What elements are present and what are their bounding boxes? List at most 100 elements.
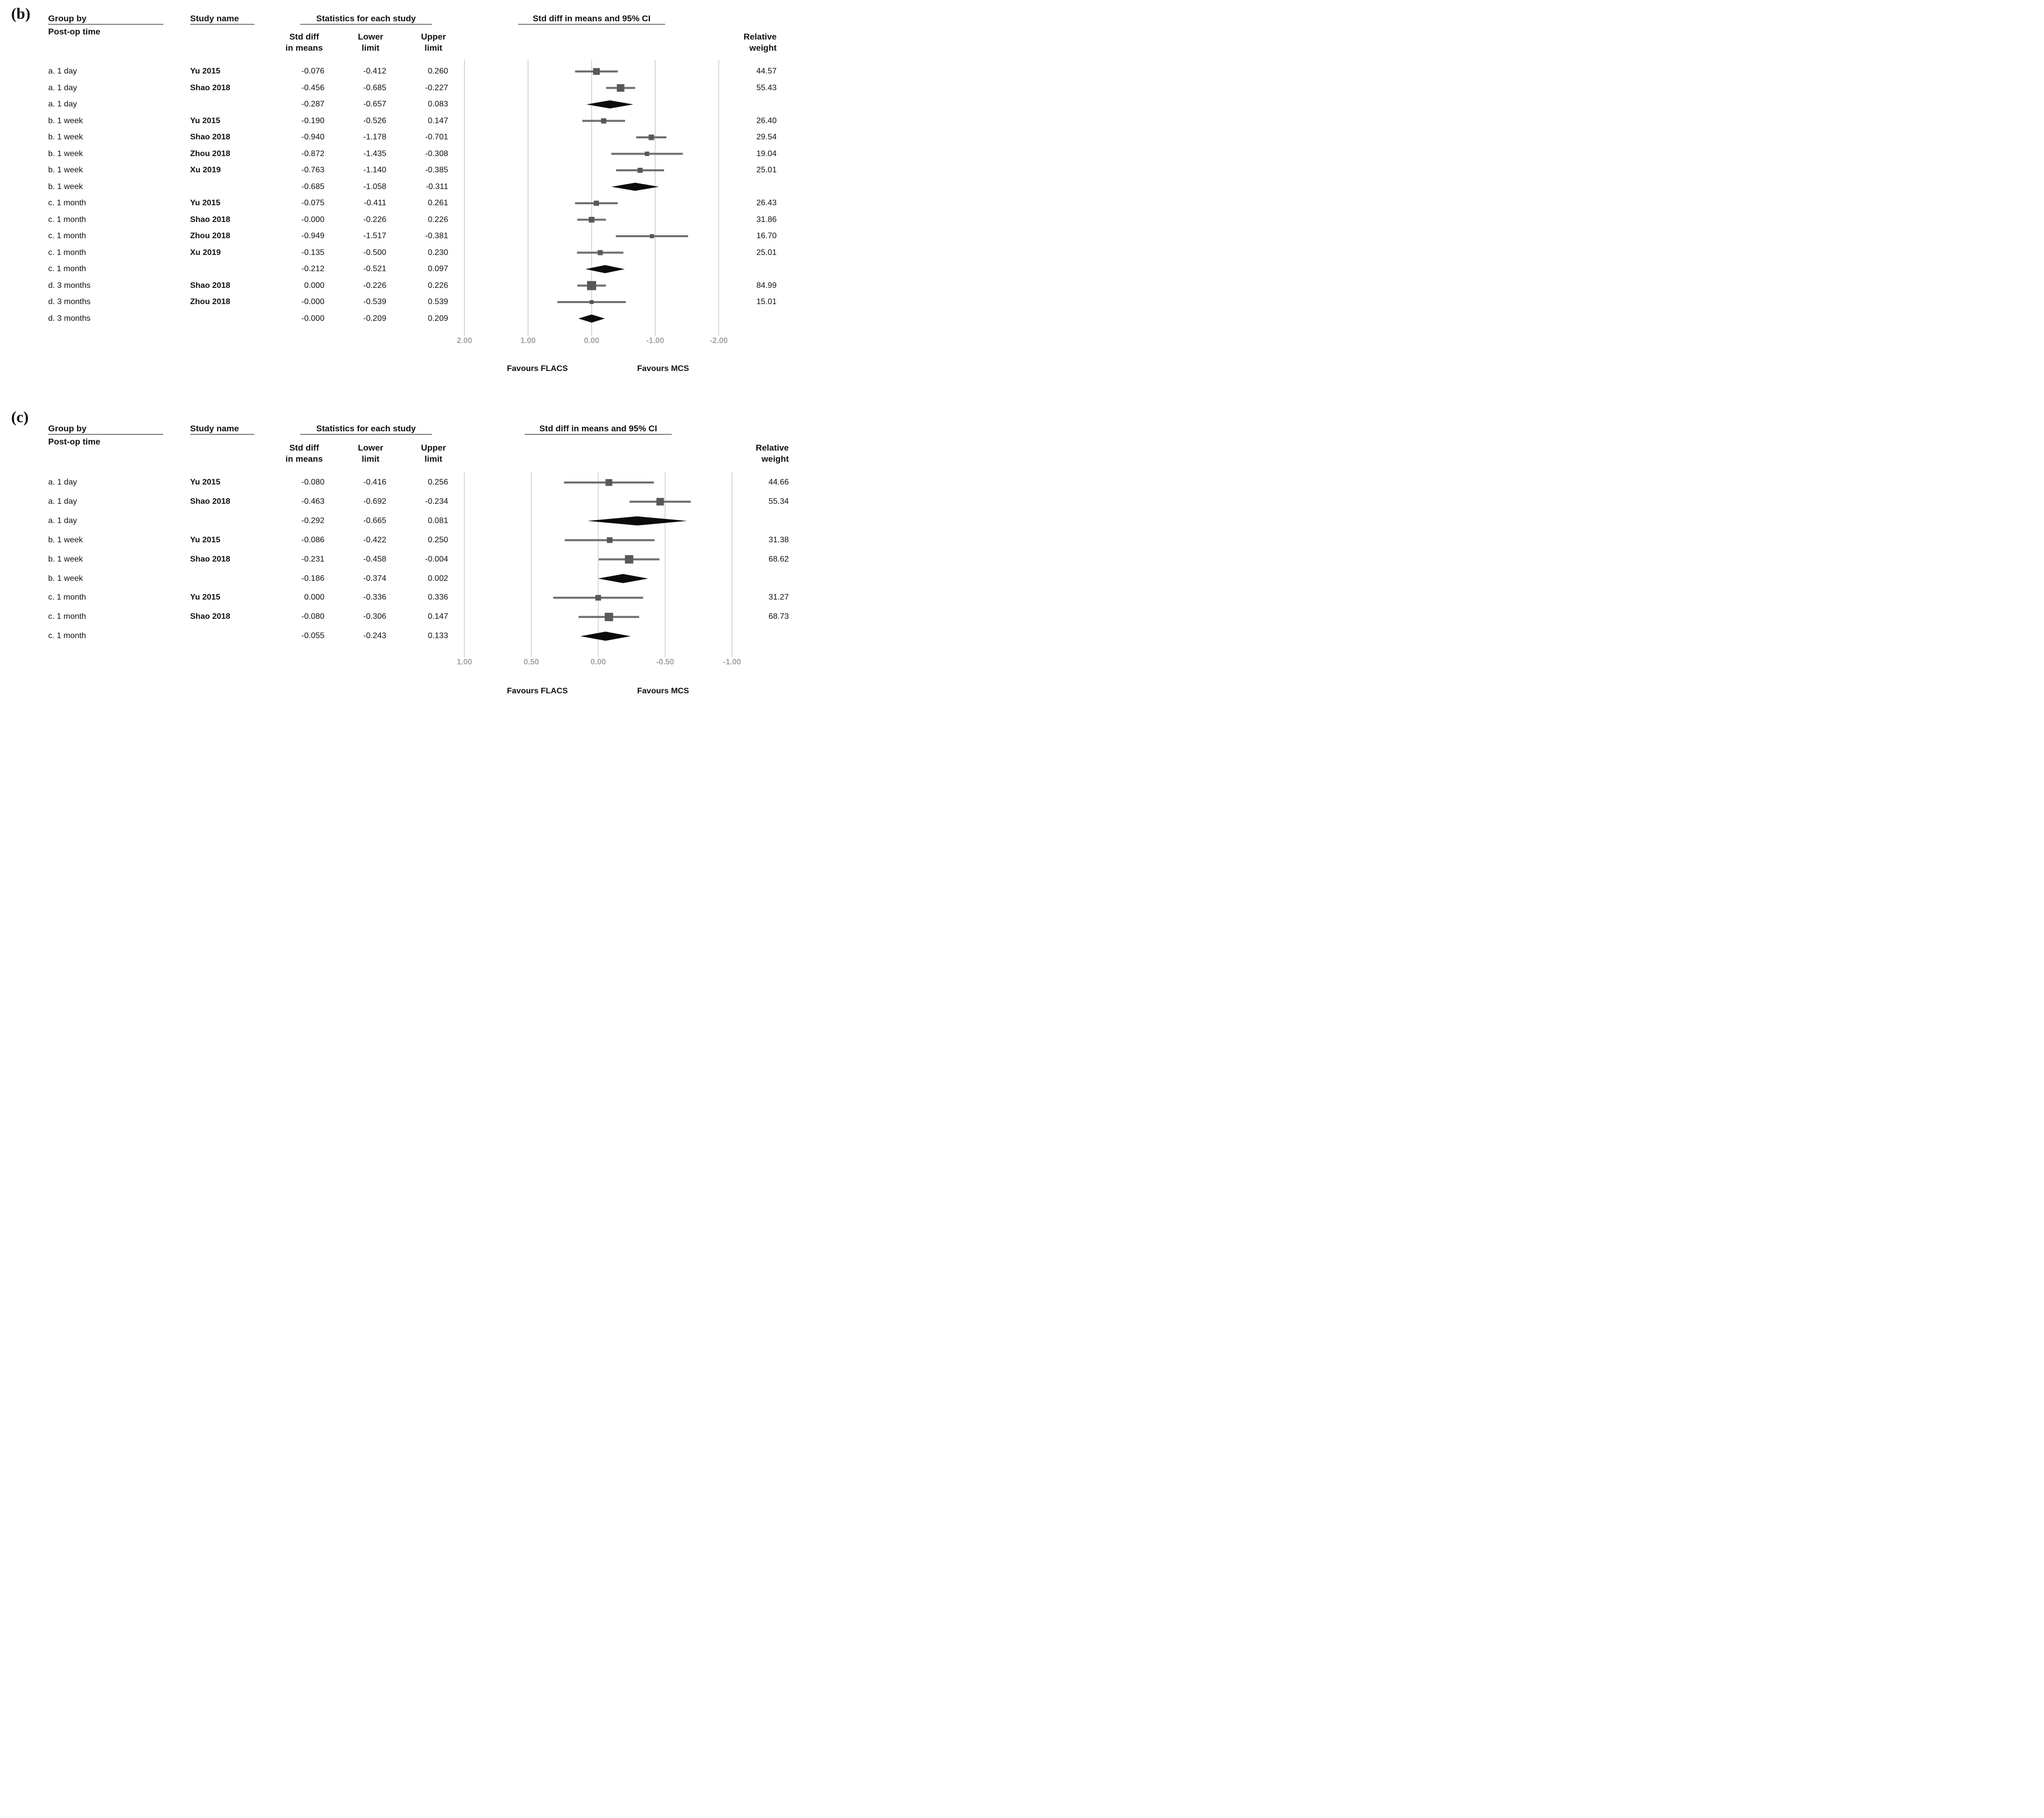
header-std-diff-line2-c: in means bbox=[285, 454, 323, 464]
row-group-label: c. 1 month bbox=[48, 199, 86, 207]
row-std-diff-value: -0.190 bbox=[301, 116, 324, 125]
effect-square bbox=[605, 479, 612, 486]
row-upper-limit-value: 0.083 bbox=[427, 100, 448, 108]
row-relative-weight-value: 25.01 bbox=[756, 166, 777, 174]
row-group-label: a. 1 day bbox=[48, 83, 77, 92]
row-group-label: c. 1 month bbox=[48, 232, 86, 240]
favours-flacs-label-b: Favours FLACS bbox=[506, 364, 568, 373]
row-upper-limit-value: 0.230 bbox=[427, 248, 448, 257]
row-lower-limit-value: -1.058 bbox=[363, 182, 386, 191]
row-group-label: d. 3 months bbox=[48, 281, 91, 290]
axis-tick-label: 0.00 bbox=[583, 337, 600, 345]
row-study-name: Xu 2019 bbox=[190, 166, 221, 174]
underline-study-name-b bbox=[190, 24, 254, 25]
row-upper-limit-value: -0.004 bbox=[425, 554, 448, 564]
row-upper-limit-value: -0.311 bbox=[425, 182, 448, 191]
header-upper-line1-b: Upper bbox=[421, 32, 446, 42]
row-group-label: a. 1 day bbox=[48, 497, 77, 506]
effect-square bbox=[649, 234, 654, 239]
effect-square bbox=[587, 281, 596, 290]
effect-square bbox=[601, 118, 606, 124]
row-lower-limit-value: -0.692 bbox=[363, 497, 386, 506]
row-relative-weight-value: 25.01 bbox=[756, 248, 777, 257]
header-lower-line1-b: Lower bbox=[357, 32, 384, 42]
summary-diamond bbox=[598, 574, 648, 583]
row-group-label: b. 1 week bbox=[48, 133, 83, 141]
row-lower-limit-value: -0.422 bbox=[363, 535, 386, 544]
row-group-label: c. 1 month bbox=[48, 593, 86, 602]
row-study-name: Shao 2018 bbox=[190, 612, 231, 621]
axis-tick-label: -2.00 bbox=[710, 337, 728, 345]
row-group-label: a. 1 day bbox=[48, 478, 77, 487]
row-relative-weight-value: 55.34 bbox=[768, 497, 789, 506]
summary-diamond bbox=[585, 265, 625, 273]
row-study-name: Yu 2015 bbox=[190, 199, 221, 207]
header-upper-line2-c: limit bbox=[424, 454, 443, 464]
row-lower-limit-value: -1.435 bbox=[363, 149, 386, 158]
row-relative-weight-value: 44.66 bbox=[768, 478, 789, 487]
row-study-name: Yu 2015 bbox=[190, 593, 221, 602]
row-group-label: b. 1 week bbox=[48, 166, 83, 174]
row-std-diff-value: -0.080 bbox=[301, 478, 324, 487]
row-group-label: b. 1 week bbox=[48, 535, 83, 544]
axis-tick-label: 0.00 bbox=[590, 658, 606, 666]
row-lower-limit-value: -0.521 bbox=[363, 265, 386, 273]
effect-square bbox=[644, 152, 649, 156]
row-upper-limit-value: -0.308 bbox=[425, 149, 448, 158]
row-std-diff-value: -0.872 bbox=[301, 149, 324, 158]
header-lower-limit-b: Lower limit bbox=[340, 31, 401, 54]
axis-tick-label: 1.00 bbox=[456, 658, 472, 666]
row-std-diff-value: -0.949 bbox=[301, 232, 324, 240]
row-relative-weight-value: 16.70 bbox=[756, 232, 777, 240]
row-upper-limit-value: 0.256 bbox=[427, 478, 448, 487]
row-std-diff-value: -0.000 bbox=[301, 298, 324, 306]
row-std-diff-value: 0.000 bbox=[304, 593, 324, 602]
row-upper-limit-value: 0.226 bbox=[427, 281, 448, 290]
axis-tick-label: -1.00 bbox=[646, 337, 665, 345]
header-relative-weight-b: Relative weight bbox=[716, 31, 777, 54]
row-lower-limit-value: -0.411 bbox=[363, 199, 386, 207]
row-study-name: Zhou 2018 bbox=[190, 298, 231, 306]
row-std-diff-value: -0.463 bbox=[301, 497, 324, 506]
row-std-diff-value: -0.292 bbox=[301, 516, 324, 525]
header-group-by-c: Group by bbox=[48, 424, 87, 433]
summary-diamond bbox=[611, 182, 659, 191]
forest-plot-figure: (b) Group by Post-op time Study name Sta… bbox=[0, 0, 795, 707]
effect-square bbox=[593, 68, 600, 75]
row-study-name: Shao 2018 bbox=[190, 497, 231, 506]
row-group-label: a. 1 day bbox=[48, 516, 77, 525]
row-std-diff-value: -0.763 bbox=[301, 166, 324, 174]
row-lower-limit-value: -0.500 bbox=[363, 248, 386, 257]
row-relative-weight-value: 55.43 bbox=[756, 83, 777, 92]
row-study-name: Shao 2018 bbox=[190, 133, 231, 141]
row-relative-weight-value: 29.54 bbox=[756, 133, 777, 141]
header-relweight-line2-c: weight bbox=[761, 454, 789, 464]
row-relative-weight-value: 44.57 bbox=[756, 67, 777, 76]
row-std-diff-value: -0.000 bbox=[301, 215, 324, 224]
effect-square bbox=[594, 200, 599, 206]
header-lower-line2-c: limit bbox=[361, 454, 380, 464]
favours-mcs-label-b: Favours MCS bbox=[637, 364, 689, 373]
row-upper-limit-value: -0.701 bbox=[425, 133, 448, 141]
axis-tick-label: -1.00 bbox=[723, 658, 741, 666]
underline-plot-title-c bbox=[525, 434, 672, 435]
row-study-name: Yu 2015 bbox=[190, 535, 221, 544]
row-study-name: Xu 2019 bbox=[190, 248, 221, 257]
header-std-diff-c: Std diff in means bbox=[274, 442, 335, 465]
row-std-diff-value: -0.231 bbox=[301, 554, 324, 564]
row-std-diff-value: -0.000 bbox=[301, 314, 324, 323]
favours-flacs-label-c: Favours FLACS bbox=[506, 687, 568, 695]
panel-c-label: (c) bbox=[11, 408, 29, 426]
row-study-name: Shao 2018 bbox=[190, 215, 231, 224]
row-lower-limit-value: -0.226 bbox=[363, 215, 386, 224]
header-lower-line2-b: limit bbox=[361, 43, 380, 53]
row-study-name: Yu 2015 bbox=[190, 478, 221, 487]
row-upper-limit-value: 0.226 bbox=[427, 215, 448, 224]
header-upper-line2-b: limit bbox=[424, 43, 443, 53]
header-study-name-c: Study name bbox=[190, 424, 239, 433]
row-lower-limit-value: -1.178 bbox=[363, 133, 386, 141]
row-std-diff-value: -0.135 bbox=[301, 248, 324, 257]
row-study-name: Shao 2018 bbox=[190, 281, 231, 290]
row-group-label: b. 1 week bbox=[48, 554, 83, 564]
favours-mcs-label-c: Favours MCS bbox=[637, 687, 689, 695]
